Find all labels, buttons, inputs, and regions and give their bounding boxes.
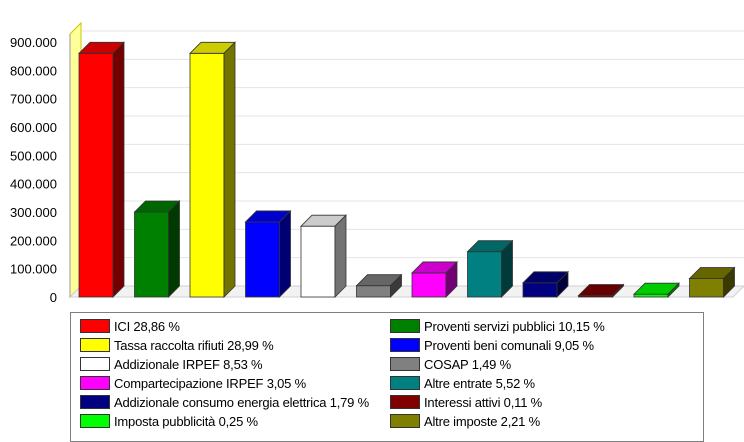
bar	[522, 270, 569, 298]
bar-chart: 0 100.000 200.000 300.000 400.000 500.000 600.…	[10, 21, 744, 305]
bar-side	[667, 282, 680, 298]
legend-label: COSAP 1,49 %	[424, 356, 511, 372]
legend-item: Addizionale IRPEF 8,53 %	[80, 355, 263, 373]
legend-label: Tassa raccolta rifiuti 28,99 %	[114, 337, 274, 353]
legend-label: Addizionale consumo energia elettrica 1,…	[114, 394, 369, 410]
bar	[411, 260, 458, 298]
bar-front	[78, 52, 114, 298]
legend-label: Altre imposte 2,21 %	[424, 413, 540, 429]
y-tick-label: 600.000	[10, 120, 57, 135]
legend-label: Proventi beni comunali 9,05 %	[424, 337, 594, 353]
bar-front	[300, 225, 336, 298]
bar-front	[467, 251, 502, 298]
bar-front	[245, 221, 280, 298]
legend-item: COSAP 1,49 %	[390, 355, 511, 373]
legend-swatch	[390, 376, 420, 390]
legend: ICI 28,86 % Proventi servizi pubblici 10,…	[70, 312, 704, 442]
legend-item: Tassa raccolta rifiuti 28,99 %	[80, 336, 274, 354]
legend-swatch	[390, 395, 420, 409]
bar	[688, 266, 736, 298]
bar-side	[556, 270, 569, 298]
bar	[78, 41, 125, 298]
legend-item: ICI 28,86 %	[80, 317, 180, 335]
bar-side	[612, 283, 624, 298]
y-tick-label: 400.000	[10, 177, 57, 192]
legend-swatch	[80, 357, 110, 371]
y-tick-label: 200.000	[10, 233, 57, 248]
bar-side	[223, 41, 236, 298]
bars-layer	[78, 41, 736, 298]
legend-swatch	[80, 395, 110, 409]
bar-front	[356, 285, 391, 298]
legend-swatch	[390, 357, 420, 371]
legend-swatch	[80, 319, 110, 333]
y-tick-label: 500.000	[10, 148, 57, 163]
y-tick-label: 300.000	[10, 205, 57, 220]
legend-item: Altre entrate 5,52 %	[390, 374, 535, 392]
y-tick-label: 900.000	[10, 35, 57, 50]
bar-side	[445, 260, 458, 298]
y-tick-label: 800.000	[10, 63, 57, 78]
legend-label: ICI 28,86 %	[114, 318, 180, 334]
legend-swatch	[390, 338, 420, 352]
bar	[633, 282, 680, 298]
legend-item: Altre imposte 2,21 %	[390, 412, 540, 430]
bar-side	[723, 266, 735, 298]
legend-label: Compartecipazione IRPEF 3,05 %	[114, 375, 306, 391]
legend-item: Proventi beni comunali 9,05 %	[390, 336, 594, 354]
bar	[189, 41, 236, 298]
legend-label: Interessi attivi 0,11 %	[424, 394, 542, 410]
bar	[244, 209, 292, 298]
legend-item: Interessi attivi 0,11 %	[390, 393, 542, 411]
legend-item: Imposta pubblicità 0,25 %	[80, 412, 258, 430]
legend-swatch	[80, 376, 110, 390]
bar-side	[112, 41, 125, 298]
legend-swatch	[390, 319, 420, 333]
bar-side	[390, 273, 402, 298]
axis-layer: 0 100.000 200.000 300.000 400.000 500.000 600.…	[10, 21, 744, 305]
bar	[577, 283, 625, 298]
legend-item: Addizionale consumo energia elettrica 1,…	[80, 393, 369, 411]
y-tick-label: 100.000	[10, 262, 57, 277]
bar-front	[134, 211, 169, 298]
bar-front	[189, 52, 225, 298]
bar-front	[633, 293, 669, 298]
bar-side	[279, 209, 291, 298]
bar-side	[168, 200, 180, 298]
legend-label: Proventi servizi pubblici 10,15 %	[424, 318, 605, 334]
legend-label: Addizionale IRPEF 8,53 %	[114, 356, 263, 372]
legend-swatch	[80, 338, 110, 352]
floor	[68, 285, 744, 298]
bar-side	[501, 239, 513, 298]
bar	[133, 200, 181, 298]
legend-swatch	[390, 414, 420, 428]
legend-swatch	[80, 414, 110, 428]
legend-label: Altre entrate 5,52 %	[424, 375, 535, 391]
bar	[300, 214, 347, 298]
bar-front	[411, 272, 447, 298]
bar-side	[334, 214, 347, 298]
legend-item: Compartecipazione IRPEF 3,05 %	[80, 374, 306, 392]
y-tick-label: 700.000	[10, 92, 57, 107]
bar-front	[522, 282, 558, 298]
bar-front	[689, 278, 724, 298]
legend-label: Imposta pubblicità 0,25 %	[114, 413, 258, 429]
bar	[355, 273, 403, 298]
legend-item: Proventi servizi pubblici 10,15 %	[390, 317, 605, 335]
bar	[466, 239, 514, 298]
y-tick-label: 0	[50, 290, 57, 305]
